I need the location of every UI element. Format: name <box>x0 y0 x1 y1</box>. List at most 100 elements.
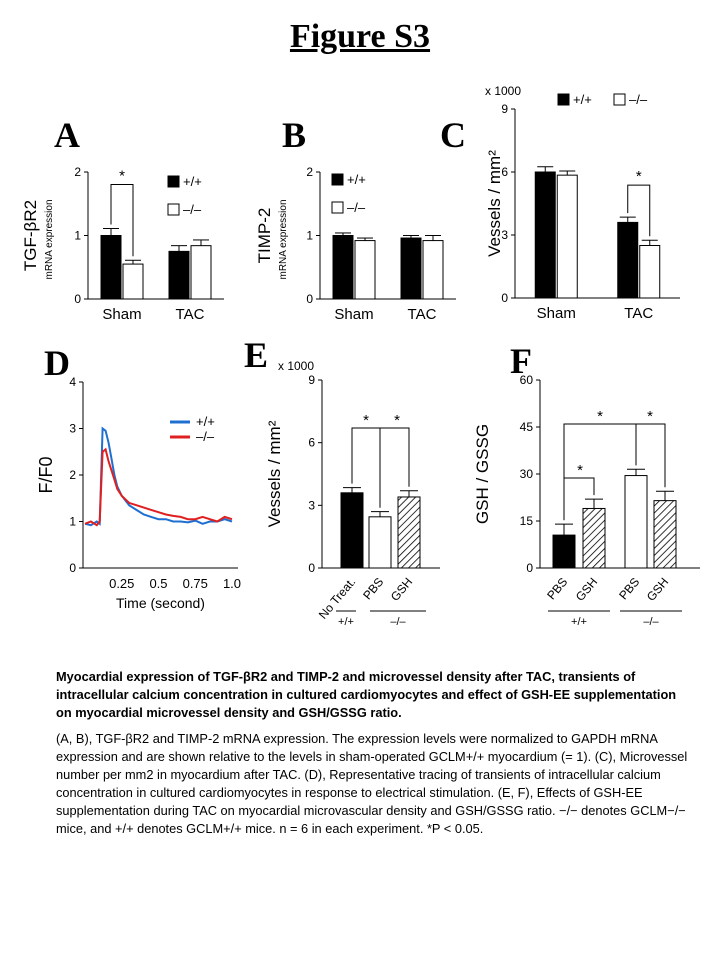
caption-title: Myocardial expression of TGF-βR2 and TIM… <box>56 669 677 720</box>
chart-b-y-tick-label: 1 <box>306 229 313 243</box>
chart-f-y-tick-label: 0 <box>526 561 533 575</box>
chart-a-y-axis-label: TGF-βR2 <box>21 200 40 271</box>
chart-e-category-label: No Treat. <box>316 575 358 622</box>
chart-a-legend-swatch <box>167 175 180 188</box>
chart-d-y-tick-label: 3 <box>69 422 76 436</box>
chart-c-y-tick-label: 9 <box>501 102 508 116</box>
chart-e-y-tick-label: 6 <box>308 436 315 450</box>
chart-a-y-tick-label: 0 <box>74 292 81 306</box>
chart-d-x-tick-label: 1.0 <box>223 576 241 591</box>
chart-c-legend-label: +/+ <box>573 92 592 107</box>
chart-f-bar <box>582 507 606 569</box>
chart-e-category-label: PBS <box>360 575 386 602</box>
chart-a-category-label: TAC <box>176 306 205 323</box>
chart-c-y-tick-label: 0 <box>501 291 508 305</box>
chart-e-significance-star: * <box>394 412 400 429</box>
chart-f-category-label: PBS <box>544 575 570 602</box>
chart-b-y-axis-sublabel: mRNA expression <box>278 199 289 279</box>
chart-f-category-label: GSH <box>644 575 671 604</box>
chart-d-x-tick-label: 0.5 <box>149 576 167 591</box>
chart-f-y-tick-label: 30 <box>520 467 534 481</box>
chart-c-y-axis-label: Vessels / mm² <box>485 150 504 257</box>
chart-e-scale-note: x 1000 <box>278 359 314 373</box>
chart-d-y-axis-label: F/F0 <box>36 456 56 493</box>
chart-e-bar <box>340 492 364 569</box>
chart-f-significance-bracket <box>635 423 666 488</box>
chart-c-bar <box>617 221 639 299</box>
chart-c-category-label: TAC <box>624 305 653 322</box>
chart-b-bar <box>332 235 354 300</box>
chart-e-genotype-group-label: –/– <box>390 616 406 628</box>
chart-a-legend-swatch <box>167 203 180 216</box>
chart-c-category-label: Sham <box>537 305 576 322</box>
chart-c-significance-bracket <box>627 184 651 237</box>
chart-c-y-tick-label: 6 <box>501 165 508 179</box>
chart-d-x-tick-label: 0.25 <box>109 576 134 591</box>
chart-e-y-axis-label: Vessels / mm² <box>265 420 284 527</box>
chart-a-bar <box>168 250 190 300</box>
chart-a-bar <box>190 245 212 300</box>
chart-a-bar <box>122 263 144 300</box>
chart-c-y-tick-label: 3 <box>501 228 508 242</box>
chart-b-category-label: TAC <box>408 306 437 323</box>
chart-f-significance-star: * <box>647 408 653 425</box>
panel-label-f: F <box>510 341 532 381</box>
chart-c-bar <box>639 245 661 299</box>
chart-f-category-label: PBS <box>616 575 642 602</box>
chart-d-legend-label: +/+ <box>196 414 215 429</box>
panel-label-a: A <box>54 115 80 155</box>
chart-e-bar <box>368 516 392 569</box>
chart-c-bar <box>556 174 578 299</box>
chart-c-scale-note: x 1000 <box>485 84 521 98</box>
chart-a-significance-bracket <box>110 184 134 257</box>
chart-d-y-tick-label: 1 <box>69 515 76 529</box>
chart-b-legend-label: –/– <box>347 200 366 215</box>
chart-f-bar <box>624 475 648 569</box>
chart-c-legend-swatch <box>557 93 570 106</box>
chart-b-bar <box>354 240 376 300</box>
panel-label-c: C <box>440 115 466 155</box>
chart-f-bar <box>552 534 576 569</box>
chart-e-y-tick-label: 0 <box>308 561 315 575</box>
chart-b-legend-swatch <box>331 173 344 186</box>
chart-e-y-tick-label: 3 <box>308 498 315 512</box>
chart-f-y-axis-label: GSH / GSSG <box>473 424 492 524</box>
chart-d-x-tick-label: 0.75 <box>183 576 208 591</box>
chart-a-bar <box>100 235 122 300</box>
panel-label-b: B <box>282 115 307 155</box>
chart-f-y-tick-label: 45 <box>520 420 534 434</box>
panel-label-e: E <box>244 335 269 375</box>
figure-caption: Myocardial expression of TGF-βR2 and TIM… <box>56 668 688 838</box>
chart-a-y-tick-label: 2 <box>74 165 81 179</box>
chart-d-legend-label: –/– <box>196 429 215 444</box>
chart-d-series-line <box>84 426 233 527</box>
chart-b-y-axis-label: TIMP-2 <box>255 208 274 264</box>
chart-c-legend-label: –/– <box>629 92 648 107</box>
chart-f-genotype-group-label: –/– <box>643 616 659 628</box>
chart-f-significance-star: * <box>597 408 603 425</box>
chart-f-bar <box>653 500 677 569</box>
chart-c-legend-swatch <box>613 93 626 106</box>
chart-e-significance-star: * <box>363 412 369 429</box>
chart-b-bar <box>400 237 422 300</box>
chart-f-significance-star: * <box>577 462 583 479</box>
chart-e-category-label: GSH <box>388 575 415 604</box>
chart-c-bar <box>534 171 556 299</box>
panel-label-d: D <box>44 343 70 383</box>
chart-f-y-tick-label: 60 <box>520 373 534 387</box>
chart-d-y-tick-label: 2 <box>69 468 76 482</box>
chart-e-bar <box>397 496 421 569</box>
chart-a-y-axis-sublabel: mRNA expression <box>44 199 55 279</box>
chart-e-genotype-group-label: +/+ <box>338 616 354 628</box>
caption-body: (A, B), TGF-βR2 and TIMP-2 mRNA expressi… <box>56 731 688 836</box>
chart-a-y-tick-label: 1 <box>74 229 81 243</box>
chart-a-legend-label: +/+ <box>183 174 202 189</box>
chart-e-y-tick-label: 9 <box>308 373 315 387</box>
chart-a-category-label: Sham <box>102 306 141 323</box>
chart-b-y-tick-label: 0 <box>306 292 313 306</box>
chart-a-significance-star: * <box>119 168 125 185</box>
chart-d-y-tick-label: 4 <box>69 375 76 389</box>
chart-b-bar <box>422 240 444 300</box>
figure-title: Figure S3 <box>289 18 431 55</box>
